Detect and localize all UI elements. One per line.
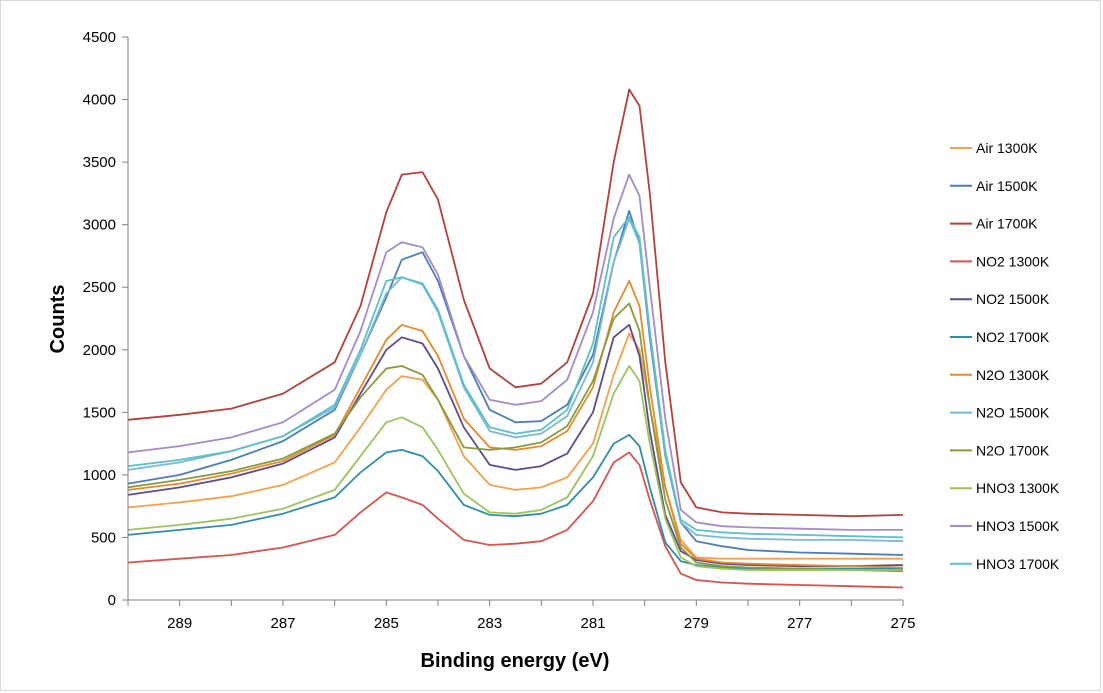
y-tick-label: 4500	[83, 29, 116, 46]
x-tick-label: 281	[580, 615, 605, 632]
legend-label-air-1300k: Air 1300K	[976, 140, 1038, 156]
legend-label-air-1500k: Air 1500K	[976, 178, 1038, 194]
y-tick-label: 1000	[83, 467, 116, 484]
series-line-no2-1700k	[127, 433, 903, 570]
series-line-hno3-1700k	[127, 216, 904, 539]
series-line-air-1300k	[127, 332, 903, 560]
y-tick-label: 2000	[83, 342, 116, 359]
x-tick-label: 285	[374, 615, 399, 632]
x-tick-label: 279	[684, 615, 709, 632]
series-line-no2-1300k	[127, 451, 904, 589]
series-line-air-1700k	[127, 88, 904, 518]
legend-label-hno3-1300k: HNO3 1300K	[976, 480, 1060, 496]
x-tick-label: 289	[167, 615, 192, 632]
legend: Air 1300K Air 1500K Air 1700K NO2 1300K NO2 …	[950, 140, 1060, 572]
x-tick-label: 283	[477, 615, 502, 632]
x-axis: 289 287 285 283 281 279 277 275	[127, 599, 916, 632]
series-line-hno3-1500k	[127, 173, 903, 531]
legend-label-n2o-1700k: N2O 1700K	[976, 442, 1050, 458]
legend-label-hno3-1500k: HNO3 1500K	[976, 518, 1060, 534]
y-tick-label: 3500	[83, 154, 116, 171]
series-line-n2o-1300k	[127, 280, 904, 569]
series-line-air-1500k	[127, 209, 904, 556]
x-axis-title: Binding energy (eV)	[421, 650, 610, 672]
legend-label-no2-1300k: NO2 1300K	[976, 253, 1050, 269]
x-tick-label: 287	[270, 615, 295, 632]
series-line-no2-1500k	[127, 323, 904, 568]
y-tick-label: 500	[91, 529, 116, 546]
y-axis: 0 500 1000 1500 2000 2500 3000 3500 4000 4500	[83, 29, 129, 609]
series-line-n2o-1500k	[127, 217, 904, 543]
legend-label-no2-1500k: NO2 1500K	[976, 291, 1050, 307]
y-tick-label: 2500	[83, 279, 116, 296]
legend-label-n2o-1300k: N2O 1300K	[976, 367, 1050, 383]
legend-label-hno3-1700k: HNO3 1700K	[976, 556, 1060, 572]
x-tick-label: 277	[787, 615, 812, 632]
series-line-n2o-1700k	[127, 302, 904, 573]
series-line-hno3-1300k	[127, 365, 903, 571]
y-tick-label: 3000	[83, 217, 116, 234]
legend-label-air-1700k: Air 1700K	[976, 216, 1038, 232]
y-tick-label: 0	[108, 592, 116, 609]
y-tick-label: 1500	[83, 404, 116, 421]
legend-label-n2o-1500k: N2O 1500K	[976, 405, 1050, 421]
plot-area	[127, 88, 904, 589]
y-tick-label: 4000	[83, 92, 116, 109]
y-axis-title: Counts	[47, 285, 69, 354]
legend-label-no2-1700k: NO2 1700K	[976, 329, 1050, 345]
x-tick-label: 275	[890, 615, 915, 632]
